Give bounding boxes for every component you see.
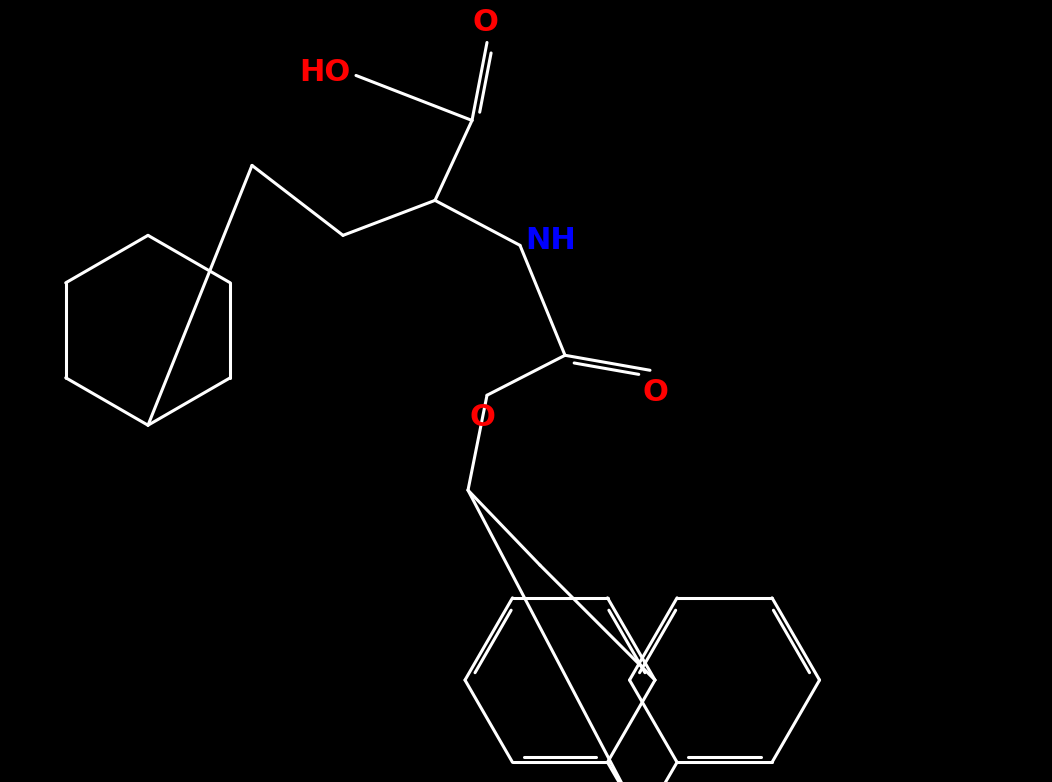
Text: O: O <box>472 9 498 38</box>
Text: O: O <box>469 404 494 432</box>
Text: HO: HO <box>300 58 351 87</box>
Text: O: O <box>642 378 668 407</box>
Text: NH: NH <box>525 226 575 255</box>
